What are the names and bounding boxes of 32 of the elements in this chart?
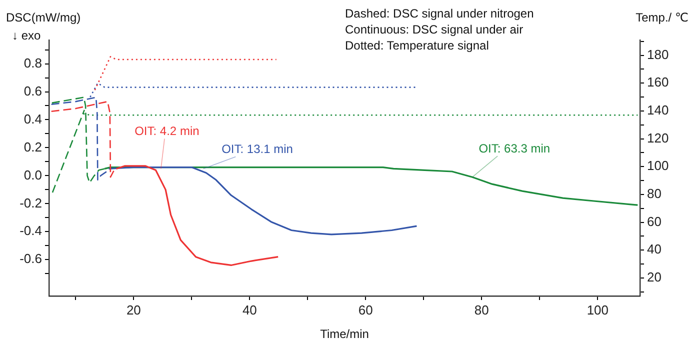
x-axis-title: Time/min <box>320 327 369 342</box>
text: Dashed: DSC signal under nitrogen <box>345 6 534 20</box>
y-tick-label: 0.0 <box>24 167 42 182</box>
annotation: OIT: 4.2 min <box>134 124 200 138</box>
y-axis-title: DSC(mW/mg) <box>6 10 81 24</box>
x-tick-label: 40 <box>242 302 257 318</box>
y2-tick-label: 20 <box>647 269 662 284</box>
y2-tick-label: 100 <box>647 158 669 174</box>
x-tick-label: 60 <box>358 302 373 318</box>
y-tick-label: 0.8 <box>24 55 42 70</box>
y-tick-label: 0.2 <box>24 139 42 154</box>
y-tick-label: -0.2 <box>20 195 42 210</box>
y2-tick-label: 160 <box>647 74 669 90</box>
y2-tick-label: 40 <box>647 242 662 257</box>
x-tick-label: 100 <box>586 302 609 318</box>
annotation: OIT: 63.3 min <box>478 141 550 156</box>
x-tick-label: 80 <box>474 302 489 318</box>
y-tick-label: -0.6 <box>20 251 42 266</box>
y2-tick-label: 60 <box>647 214 662 229</box>
y-tick-label: 0.4 <box>24 111 42 126</box>
y2-tick-label: 80 <box>647 186 662 202</box>
y2-axis-title: Temp./ ℃ <box>636 10 688 24</box>
y2-tick-label: 120 <box>647 130 669 146</box>
annotation: OIT: 13.1 min <box>222 142 293 156</box>
y-tick-label: -0.4 <box>20 223 42 238</box>
y2-tick-label: 140 <box>647 102 669 118</box>
x-tick-label: 20 <box>126 302 141 318</box>
annotation: Dotted: Temperature signal <box>345 38 489 52</box>
y-tick-label: 0.6 <box>24 83 42 98</box>
y2-tick-label: 180 <box>647 46 669 62</box>
text: ↓ exo <box>12 28 42 42</box>
text: Continuous: DSC signal under air <box>345 22 524 36</box>
